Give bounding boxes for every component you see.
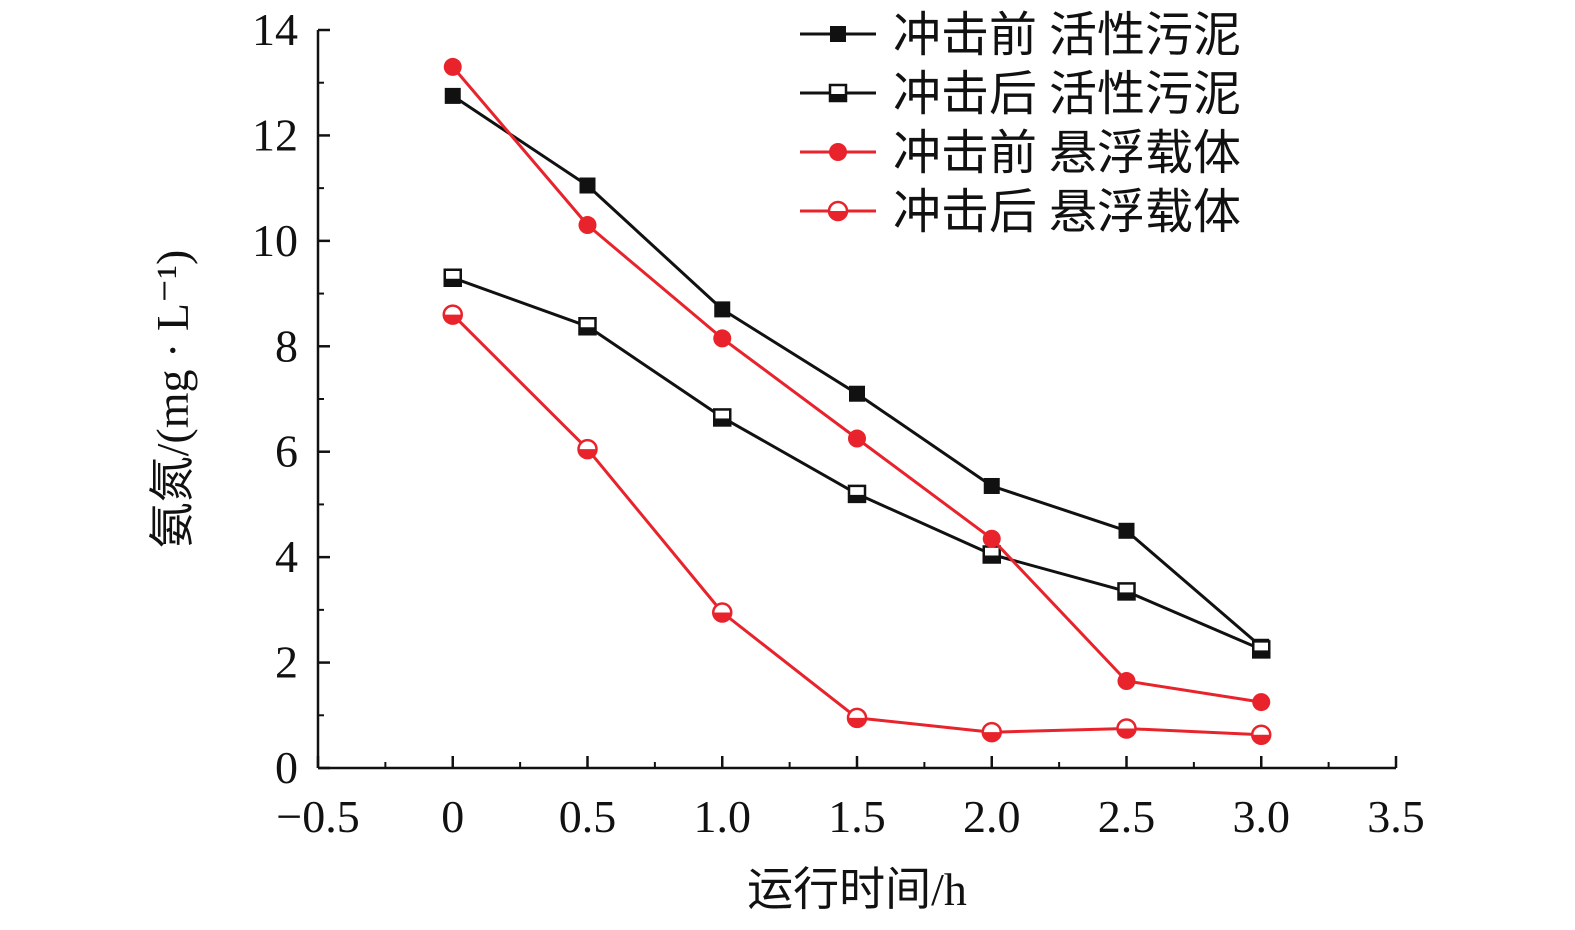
legend-label: 冲击前 活性污泥 (893, 9, 1241, 62)
marker-square-half (849, 494, 865, 502)
legend-label: 冲击后 活性污泥 (893, 68, 1241, 121)
data-point (443, 57, 462, 76)
marker-square-half (444, 278, 461, 286)
data-point (1117, 582, 1136, 601)
series-4 (442, 304, 1272, 746)
legend-marker (829, 143, 847, 161)
marker-square-half (1118, 592, 1135, 600)
data-point (713, 408, 732, 427)
marker-circle-half (443, 314, 462, 324)
data-point (848, 429, 866, 448)
marker-circle-half (578, 449, 597, 459)
marker-circle-half (829, 211, 847, 220)
legend-marker (827, 200, 849, 222)
series-line (451, 313, 1262, 737)
data-point (982, 529, 1001, 548)
marker-circle (982, 529, 1001, 548)
legend-item: 冲击前 悬浮载体 (800, 127, 1241, 180)
x-tick-label: 1.5 (828, 791, 886, 842)
data-point (714, 301, 731, 318)
series-layer (442, 57, 1272, 746)
x-tick-label: 0 (441, 791, 464, 842)
data-point (846, 707, 868, 729)
marker-circle (578, 216, 597, 235)
legend-label: 冲击后 悬浮载体 (893, 186, 1241, 239)
series-2 (443, 268, 1271, 659)
series-3 (443, 57, 1271, 712)
y-tick-label: 14 (252, 4, 298, 55)
x-tick-label: 2.5 (1098, 791, 1156, 842)
marker-square (849, 385, 865, 402)
data-point (1118, 522, 1135, 539)
data-point (1116, 718, 1137, 739)
data-point (579, 177, 596, 194)
x-axis-label: 运行时间/h (747, 864, 967, 915)
y-tick-label: 10 (252, 215, 298, 266)
x-tick-label: 0.5 (559, 791, 617, 842)
data-point (578, 216, 597, 235)
data-point (1252, 640, 1271, 659)
data-point (444, 87, 461, 104)
marker-square-half (983, 555, 1000, 563)
marker-square (444, 87, 461, 104)
x-tick-label: 1.0 (694, 791, 752, 842)
data-point (982, 545, 1001, 564)
marker-circle (443, 57, 462, 76)
y-tick-label: 2 (275, 637, 298, 688)
marker-square-half (579, 327, 596, 335)
data-point (712, 602, 733, 623)
data-point (578, 317, 597, 336)
marker-circle-half (1252, 734, 1271, 744)
series-line (452, 276, 1262, 651)
legend-label: 冲击前 悬浮载体 (893, 127, 1241, 180)
data-point (577, 438, 598, 460)
x-tick-label: −0.5 (276, 791, 359, 842)
marker-square (983, 477, 1000, 494)
marker-circle (1117, 672, 1136, 691)
legend-marker (830, 26, 846, 42)
data-point (1251, 724, 1272, 746)
legend-item: 冲击前 活性污泥 (800, 9, 1241, 62)
data-point (443, 268, 462, 288)
data-point (1252, 693, 1271, 712)
data-point (847, 484, 867, 504)
marker-circle-half (848, 717, 866, 727)
marker-circle (1252, 693, 1271, 712)
y-axis-label: 氨氮/(mg · L⁻¹) (147, 250, 198, 549)
marker-circle-half (713, 612, 732, 622)
y-tick-label: 8 (275, 320, 298, 371)
marker-square (579, 177, 596, 194)
marker-square (830, 26, 846, 42)
data-point (1117, 672, 1136, 691)
x-tick-label: 3.0 (1233, 791, 1291, 842)
marker-square-half (830, 94, 846, 101)
data-point (849, 385, 865, 402)
y-tick-label: 4 (275, 531, 298, 582)
data-point (442, 304, 463, 325)
marker-square (714, 301, 731, 318)
data-point (713, 329, 732, 348)
marker-circle-half (1117, 728, 1136, 738)
y-tick-label: 0 (275, 742, 298, 793)
legend-item: 冲击后 活性污泥 (800, 68, 1241, 121)
x-tick-label: 2.0 (963, 791, 1021, 842)
legend-marker (828, 83, 848, 103)
marker-circle-half (982, 732, 1001, 742)
data-point (981, 721, 1002, 743)
marker-circle (713, 329, 732, 348)
y-tick-label: 12 (252, 109, 298, 160)
x-tick-label: 3.5 (1367, 791, 1425, 842)
marker-square (1118, 522, 1135, 539)
data-point (983, 477, 1000, 494)
marker-square-half (714, 418, 731, 426)
marker-circle (829, 143, 847, 161)
legend-item: 冲击后 悬浮载体 (800, 186, 1241, 239)
y-tick-label: 6 (275, 426, 298, 477)
marker-square-half (1253, 650, 1270, 658)
marker-circle (848, 429, 866, 448)
